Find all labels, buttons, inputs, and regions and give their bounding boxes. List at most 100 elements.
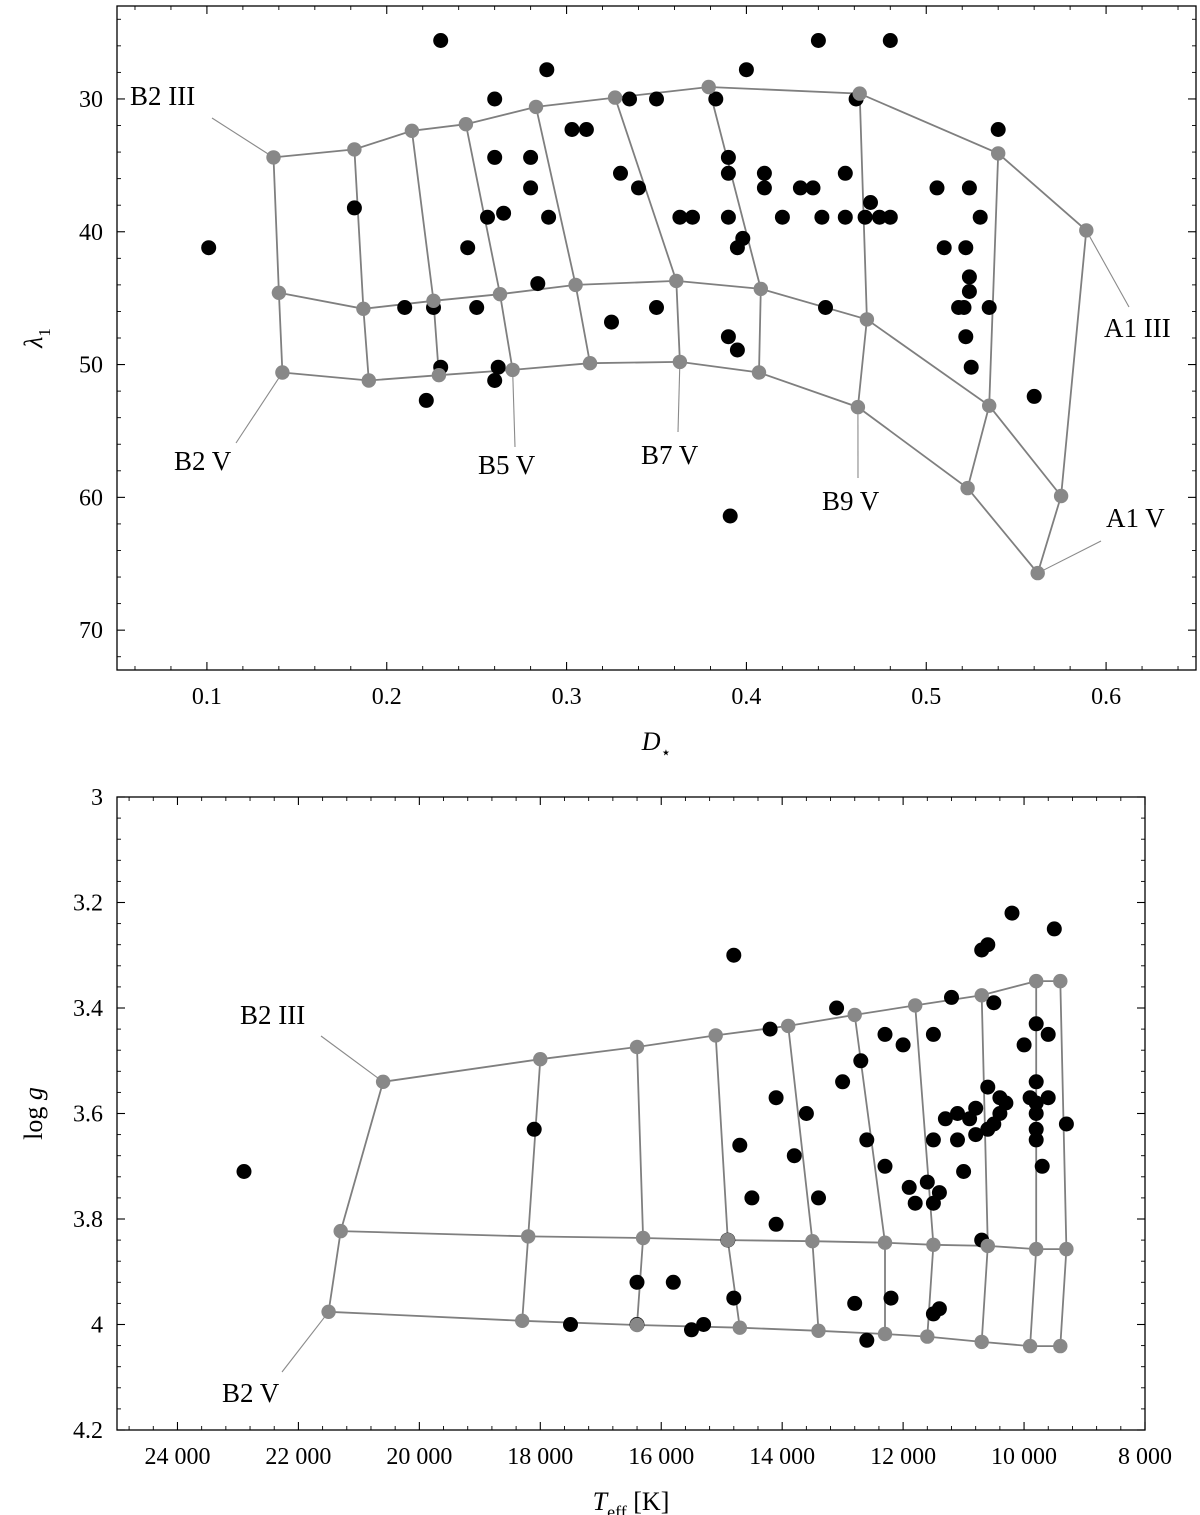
grid-point: [1059, 1241, 1074, 1257]
grid-point: [629, 1039, 645, 1055]
grid-point: [980, 1238, 995, 1254]
grid-column-line: [1059, 981, 1068, 1347]
star-point: [720, 165, 736, 181]
star-point: [981, 300, 997, 315]
star-point: [726, 947, 742, 963]
star-point: [1026, 388, 1042, 404]
star-point: [810, 33, 826, 48]
star-point: [925, 1132, 941, 1148]
grid-point: [877, 1326, 893, 1342]
grid-point: [850, 399, 866, 415]
grid-column-line: [353, 149, 370, 381]
star-point: [980, 937, 996, 953]
grid-point: [533, 1052, 548, 1067]
star-point: [901, 1179, 917, 1195]
y-axis-label: log g: [19, 1087, 48, 1140]
grid-point: [275, 365, 290, 380]
star-point: [397, 300, 413, 315]
star-point: [665, 1274, 681, 1290]
star-point: [530, 276, 546, 292]
x-tick-label: 16 000: [628, 1444, 694, 1470]
star-point: [963, 359, 979, 375]
star-point: [1028, 1074, 1044, 1090]
grid-point: [720, 1232, 735, 1248]
star-point: [972, 209, 988, 225]
star-point: [649, 300, 664, 315]
star-point: [672, 209, 688, 225]
star-point: [631, 180, 646, 196]
x-tick-label: 14 000: [749, 1444, 815, 1470]
grid-point: [926, 1237, 941, 1253]
annotation-leader: [1037, 540, 1102, 574]
annotation-leader: [512, 369, 516, 448]
grid-point: [635, 1230, 651, 1246]
star-point: [1028, 1106, 1044, 1121]
star-point: [720, 209, 736, 225]
annotation-leader: [320, 1035, 384, 1083]
star-point: [814, 209, 830, 225]
x-tick-label: 0.5: [911, 684, 941, 710]
grid-column-line: [980, 995, 989, 1342]
star-point: [487, 91, 503, 107]
star-point: [925, 1026, 941, 1042]
grid-point: [426, 293, 441, 308]
annotation-label: B7 V: [641, 440, 699, 470]
star-point: [936, 240, 952, 256]
y-tick-label: 40: [79, 220, 103, 246]
grid-point: [568, 277, 583, 293]
annotation-leader: [677, 361, 681, 433]
grid-row-line-III: [382, 980, 1061, 1083]
star-point: [649, 91, 664, 107]
star-point: [798, 1106, 814, 1121]
grid-point: [982, 398, 997, 413]
star-point: [433, 33, 449, 48]
grid-column-line: [914, 1005, 935, 1337]
star-point: [835, 1074, 851, 1090]
grid-point: [629, 1317, 645, 1333]
star-point: [968, 1127, 984, 1143]
y-axis-label: λ1: [19, 328, 54, 349]
star-point: [1034, 1158, 1050, 1174]
x-tick-label: 8 000: [1118, 1444, 1172, 1470]
grid-row-line-III: [273, 86, 1087, 232]
grid-point: [1029, 973, 1044, 989]
grid-point: [333, 1223, 348, 1239]
y-tick-label: 4: [91, 1313, 103, 1339]
grid-point: [347, 142, 362, 157]
annotation-label: A1 III: [1104, 313, 1171, 343]
star-point: [961, 180, 977, 196]
star-point: [768, 1090, 784, 1106]
grid-point: [492, 287, 508, 302]
grid-column-line: [327, 1081, 384, 1312]
grid-point: [375, 1074, 391, 1090]
star-point: [622, 91, 637, 107]
star-point: [523, 149, 539, 165]
grid-point: [974, 1334, 989, 1350]
star-point: [818, 300, 833, 315]
x-tick-label: 12 000: [870, 1444, 936, 1470]
star-point: [526, 1121, 542, 1137]
x-tick-label: 0.2: [372, 684, 402, 710]
x-tick-label: 0.1: [192, 684, 222, 710]
grid-point: [361, 373, 376, 388]
star-point: [1028, 1132, 1044, 1148]
star-point: [872, 209, 887, 225]
star-point: [980, 1079, 996, 1095]
y-tick-label: 70: [79, 618, 103, 644]
grid-point: [908, 998, 923, 1013]
star-point: [882, 33, 898, 48]
y-tick-label: 3.6: [73, 1102, 103, 1128]
annotation-leader: [1085, 230, 1130, 308]
grid-point: [528, 99, 544, 115]
star-point: [1004, 905, 1020, 921]
grid-point: [1029, 1241, 1044, 1257]
star-point: [236, 1164, 252, 1179]
grid-point: [1030, 565, 1045, 581]
star-point: [604, 314, 619, 330]
star-point: [685, 209, 700, 225]
annotation-label: A1 V: [1106, 503, 1165, 533]
star-point: [201, 240, 217, 256]
grid-point: [266, 150, 281, 165]
star-point: [1016, 1037, 1032, 1053]
